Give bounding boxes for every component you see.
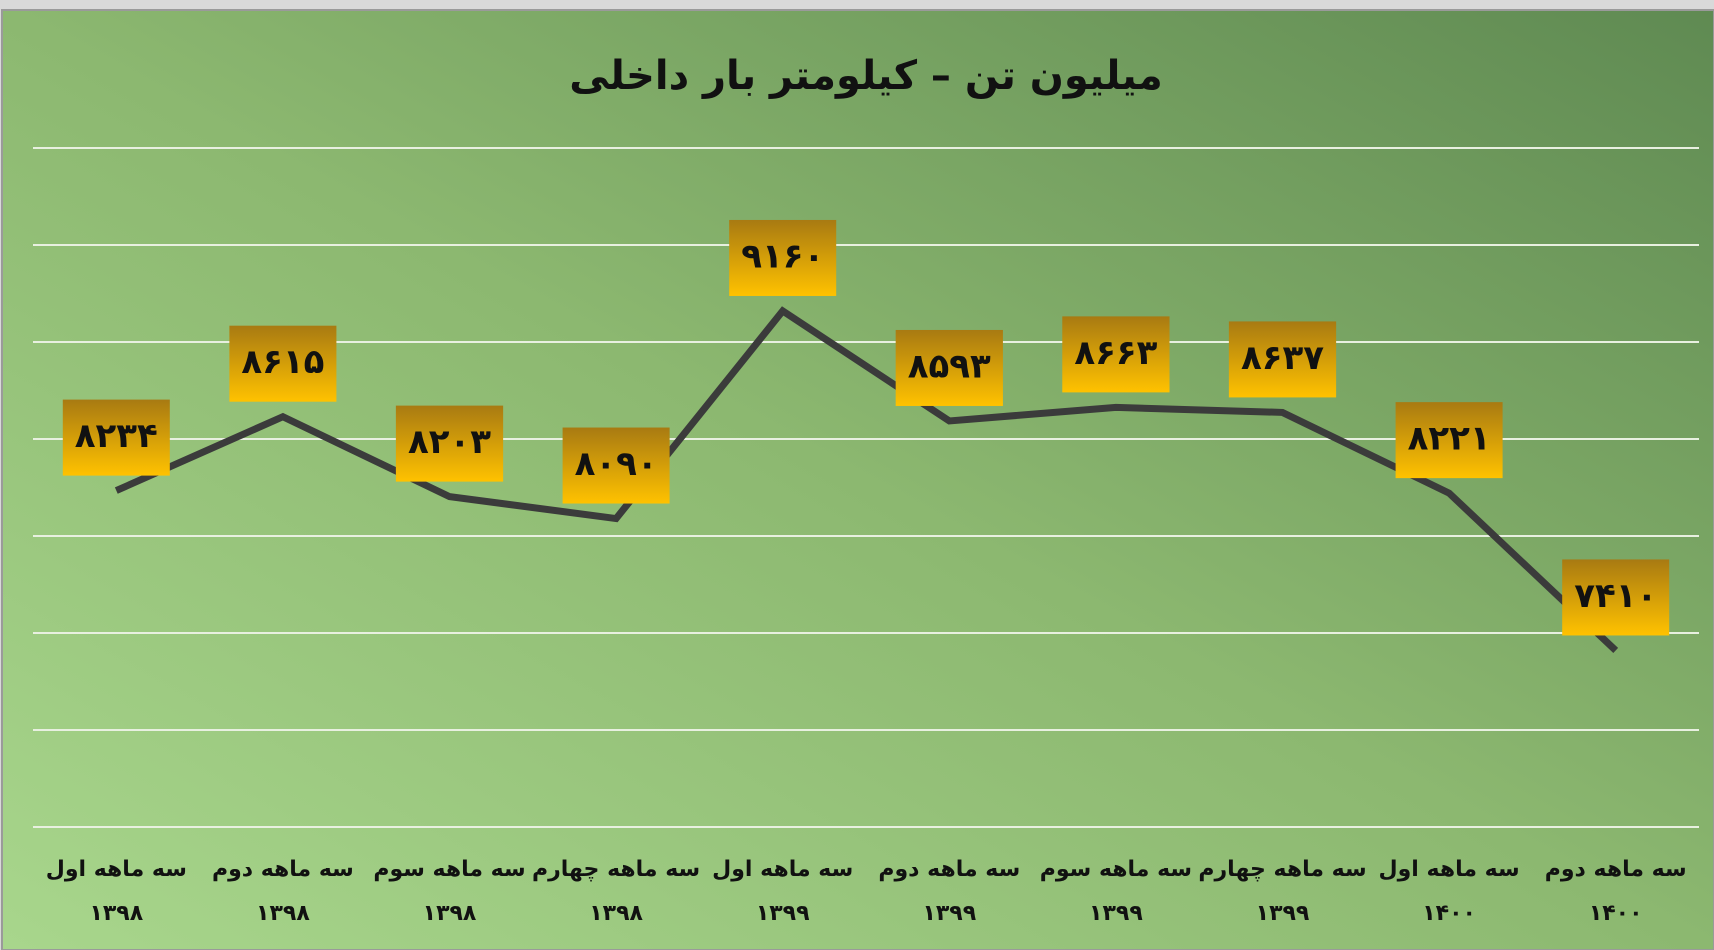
x-tick-label: سه ماهه چهارم — [1198, 857, 1366, 882]
chart-title: میلیون تن – کیلومتر بار داخلی — [569, 53, 1163, 99]
data-label-box — [1562, 559, 1670, 636]
data-label-box — [729, 219, 837, 296]
plot-background — [1, 9, 1714, 950]
x-tick-label: سه ماهه اول — [1379, 857, 1520, 882]
data-label-box — [395, 405, 504, 482]
x-tick-label: سه ماهه سوم — [373, 857, 525, 882]
data-label-box — [62, 399, 170, 476]
data-line — [114, 306, 1619, 654]
x-tick-label: سه ماهه اول — [712, 857, 853, 882]
data-label: ۸۲۳۴ — [75, 416, 158, 456]
x-tick-label: ۱۳۹۸ — [256, 901, 310, 926]
data-label: ۸۰۹۰ — [575, 444, 658, 484]
x-tick-label: ۱۳۹۸ — [89, 901, 143, 926]
x-tick-label: سه ماهه سوم — [1040, 857, 1192, 882]
data-label: ۸۲۰۳ — [408, 422, 491, 462]
x-tick-label: سه ماهه دوم — [878, 857, 1020, 882]
x-tick-label: سه ماهه دوم — [1545, 857, 1687, 882]
data-label: ۹۱۶۰ — [741, 236, 824, 276]
data-label-box — [1062, 316, 1170, 393]
data-label-box — [1395, 402, 1503, 479]
x-tick-label: ۱۳۹۹ — [756, 901, 810, 926]
x-tick-label: سه ماهه دوم — [212, 857, 354, 882]
x-tick-label: ۱۳۹۹ — [922, 901, 976, 926]
x-tick-label: ۱۳۹۸ — [589, 901, 643, 926]
data-label-box — [1228, 321, 1337, 398]
x-tick-label: سه ماهه چهارم — [532, 857, 700, 882]
x-tick-label: ۱۳۹۹ — [1256, 901, 1310, 926]
data-label: ۸۶۶۳ — [1074, 333, 1157, 373]
x-tick-label: سه ماهه اول — [46, 857, 187, 882]
data-label: ۸۶۱۵ — [241, 342, 324, 382]
x-tick-label: ۱۴۰۰ — [1589, 901, 1643, 926]
data-label: ۷۴۱۰ — [1574, 576, 1657, 616]
data-label-box — [229, 325, 337, 402]
x-tick-label: ۱۴۰۰ — [1422, 901, 1476, 926]
data-label: ۸۶۳۷ — [1241, 338, 1324, 378]
data-label-box — [895, 329, 1003, 406]
data-label-box — [562, 427, 670, 504]
x-tick-label: ۱۳۹۹ — [1089, 901, 1143, 926]
data-label: ۸۲۲۱ — [1408, 419, 1491, 459]
x-tick-label: ۱۳۹۸ — [423, 901, 477, 926]
data-label: ۸۵۹۳ — [908, 346, 991, 386]
